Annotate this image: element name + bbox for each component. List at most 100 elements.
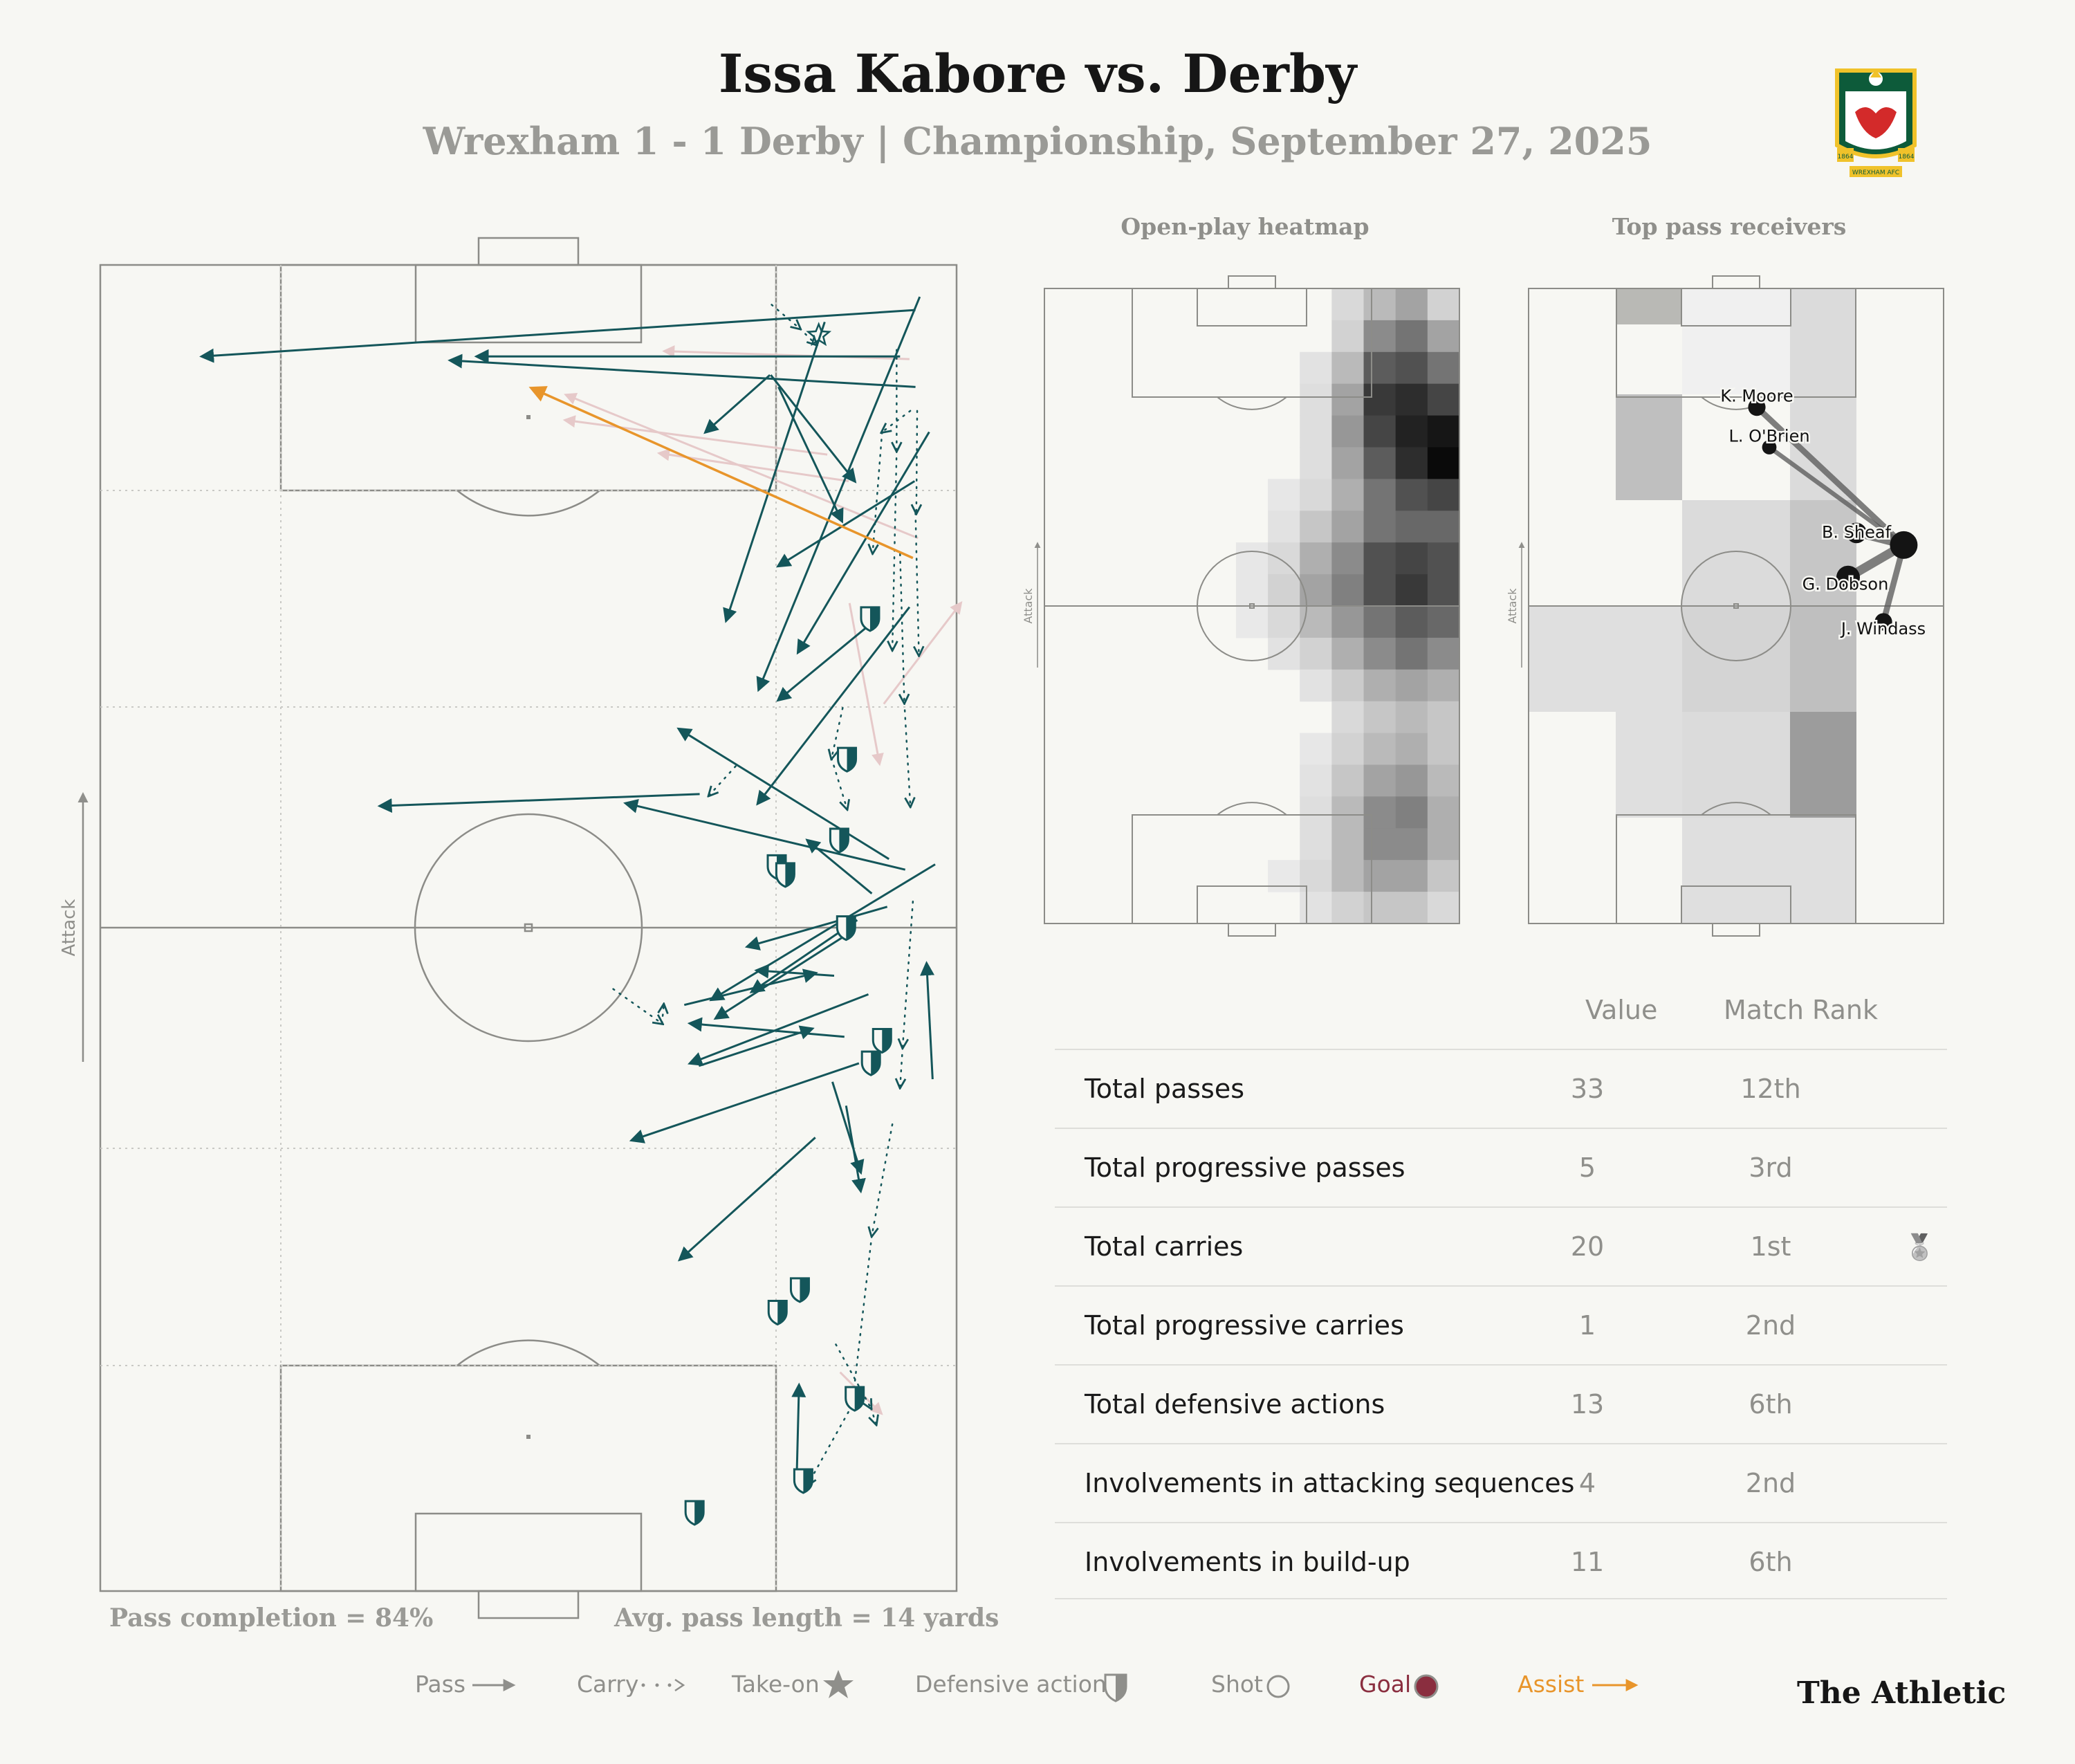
stat-rank: 2nd bbox=[1745, 1310, 1796, 1341]
stat-rank: 3rd bbox=[1749, 1152, 1793, 1183]
heatmap-cell bbox=[1427, 320, 1460, 353]
faded-action-arrow bbox=[662, 345, 910, 360]
heatmap-cell bbox=[1395, 637, 1428, 670]
stat-rank: 6th bbox=[1749, 1547, 1793, 1577]
heatmap-cell bbox=[1363, 479, 1396, 511]
heatmap-cell bbox=[1331, 447, 1365, 479]
stat-row: Involvements in attacking sequences 4 2nd bbox=[1055, 1443, 1947, 1523]
attack-direction: Attack bbox=[59, 792, 89, 1062]
pass-arrow bbox=[831, 1081, 865, 1175]
pass-arrow bbox=[805, 838, 873, 894]
takeon-star-icon bbox=[806, 322, 832, 347]
heatmap-cell bbox=[1331, 892, 1365, 924]
stat-value: 20 bbox=[1570, 1231, 1605, 1262]
receiver-zones bbox=[1529, 288, 1856, 924]
stat-label: Total carries bbox=[1085, 1231, 1244, 1262]
receiver-zone bbox=[1682, 288, 1790, 394]
defensive-shield-icon bbox=[684, 1500, 705, 1526]
heatmap-cell bbox=[1300, 796, 1332, 829]
stats-table-bottom-rule bbox=[1055, 1598, 1947, 1599]
pass-arrow bbox=[199, 309, 916, 363]
receiver-dot bbox=[1748, 398, 1766, 416]
bottom-penalty-box bbox=[279, 1364, 777, 1592]
heatmap-cell bbox=[1363, 828, 1396, 861]
heatmap-cell bbox=[1363, 669, 1396, 702]
heatmap-cell bbox=[1395, 860, 1428, 892]
heatmap-cell bbox=[1331, 574, 1365, 607]
heatmap-cell bbox=[1300, 860, 1332, 892]
heatmap-cell bbox=[1427, 828, 1460, 861]
receiver-dot bbox=[1762, 440, 1777, 454]
bottom-penalty-spot bbox=[526, 1435, 531, 1439]
stat-label: Total progressive carries bbox=[1085, 1310, 1404, 1341]
carry-arrow bbox=[882, 410, 912, 432]
heatmap-cell bbox=[1300, 764, 1332, 797]
heatmap-cell bbox=[1235, 542, 1269, 575]
carry-arrow bbox=[872, 1123, 894, 1235]
heatmap-cell bbox=[1331, 796, 1365, 829]
heatmap-cell bbox=[1395, 669, 1428, 702]
heatmap-cell bbox=[1395, 542, 1428, 575]
heatmap-cell bbox=[1363, 574, 1396, 607]
defensive-shield-icon bbox=[789, 1277, 810, 1303]
defensive-shield-icon bbox=[767, 1300, 788, 1326]
heatmap-cell bbox=[1427, 606, 1460, 638]
pass-completion: Pass completion = 84% bbox=[109, 1604, 434, 1633]
heatmap-cell bbox=[1363, 764, 1396, 797]
carry-arrow bbox=[771, 304, 800, 329]
heatmap-cell bbox=[1300, 447, 1332, 479]
pass-arrow bbox=[377, 793, 700, 814]
defensive-shield-icon bbox=[845, 1386, 865, 1412]
carry-arrow bbox=[831, 757, 847, 809]
heatmap-cell bbox=[1363, 511, 1396, 543]
crest-year-left: 1864 bbox=[1838, 154, 1854, 160]
receivers-attack: Attack bbox=[1506, 542, 1525, 668]
brand-logo: The Athletic bbox=[1797, 1675, 2007, 1711]
heatmap-cell bbox=[1268, 606, 1300, 638]
receiver-label: L. O'Brien bbox=[1728, 427, 1809, 446]
receiver-zone bbox=[1616, 606, 1682, 712]
carry-arrow bbox=[900, 553, 904, 703]
carry-arrow bbox=[808, 1404, 854, 1485]
heatmap-cell bbox=[1363, 447, 1396, 479]
stat-row: Total progressive passes 5 3rd bbox=[1055, 1128, 1947, 1207]
heatmap-cell bbox=[1268, 511, 1300, 543]
stat-value: 1 bbox=[1578, 1310, 1596, 1341]
defensive-shield-icon bbox=[836, 915, 856, 941]
pass-arrow bbox=[683, 968, 818, 1007]
carry-arrow bbox=[835, 1343, 871, 1408]
legend-takeon: Take-on bbox=[732, 1671, 820, 1698]
club-crest-icon: 1864 1864 WREXHAM AFC bbox=[1835, 68, 1917, 177]
legend-pass: Pass bbox=[415, 1671, 466, 1698]
crest-year-right: 1864 bbox=[1899, 154, 1915, 160]
action-layer bbox=[199, 296, 963, 1526]
defensive-shield-icon bbox=[775, 862, 795, 888]
heatmap-cell bbox=[1268, 860, 1300, 892]
heatmap-cell bbox=[1395, 288, 1428, 321]
receiver-link bbox=[1768, 445, 1906, 547]
heatmap-cell bbox=[1300, 511, 1332, 543]
heatmap-cell bbox=[1395, 351, 1428, 385]
top-penalty-spot bbox=[526, 415, 531, 419]
heatmap-cell bbox=[1235, 606, 1269, 638]
pass-arrow bbox=[920, 961, 935, 1080]
receiver-zone bbox=[1790, 606, 1856, 712]
defensive-shield-icon bbox=[829, 827, 849, 854]
heatmap-cell bbox=[1395, 320, 1428, 353]
heatmap-cell bbox=[1300, 828, 1332, 861]
heatmap-cell bbox=[1427, 733, 1460, 766]
bottom-goal bbox=[477, 1590, 580, 1619]
heatmap-cell bbox=[1395, 796, 1428, 829]
receiver-label: G. Dobson bbox=[1802, 575, 1889, 594]
heatmap-cell bbox=[1395, 447, 1428, 479]
receiver-zone bbox=[1682, 500, 1790, 606]
heatmap-cell bbox=[1268, 574, 1300, 607]
pass-arrow bbox=[754, 964, 835, 979]
heatmap-cell bbox=[1331, 479, 1365, 511]
pass-arrow bbox=[744, 906, 888, 950]
stat-label: Involvements in attacking sequences bbox=[1085, 1468, 1575, 1498]
heatmap-cell bbox=[1300, 351, 1332, 385]
bottom-six-yard-box bbox=[414, 1512, 643, 1592]
legend-goal: Goal bbox=[1359, 1671, 1412, 1698]
heatmap-cell bbox=[1331, 701, 1365, 734]
